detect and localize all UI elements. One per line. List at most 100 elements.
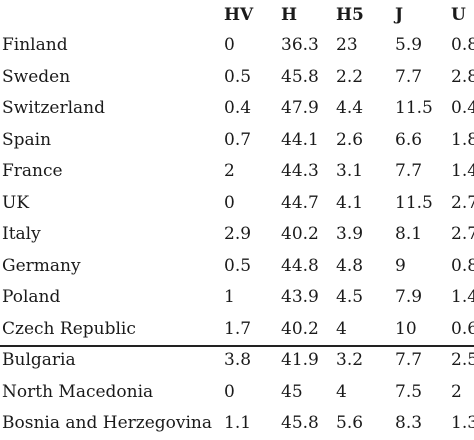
hv-cell: 3.8 <box>224 350 252 370</box>
j-cell: 8.3 <box>395 413 423 433</box>
h-cell: 45.8 <box>281 413 319 433</box>
table-row: Bosnia and Herzegovina 1.1 45.8 5.6 8.3 … <box>0 408 474 440</box>
table-row: North Macedonia 0 45 4 7.5 2 <box>0 377 474 409</box>
table-row: Finland 0 36.3 23 5.9 0.8 <box>0 30 474 62</box>
country-cell: Bulgaria <box>2 350 76 370</box>
table-row: Switzerland 0.4 47.9 4.4 11.5 0.4 <box>0 93 474 125</box>
country-cell: Germany <box>2 255 81 276</box>
table-group-1: Finland 0 36.3 23 5.9 0.8 Sweden 0.5 45.… <box>0 30 474 345</box>
header-h: H <box>281 5 298 25</box>
h5-cell: 4 <box>336 381 347 402</box>
header-j: J <box>395 5 404 25</box>
table-row: Italy 2.9 40.2 3.9 8.1 2.7 <box>0 219 474 251</box>
hv-cell: 2 <box>224 161 235 181</box>
j-cell: 5.9 <box>395 35 423 55</box>
hv-cell: 1.1 <box>224 413 252 433</box>
table-row: Poland 1 43.9 4.5 7.9 1.4 <box>0 282 474 314</box>
table-row: Spain 0.7 44.1 2.6 6.6 1.8 <box>0 125 474 157</box>
u-cell: 0.4 <box>451 98 474 118</box>
h-cell: 40.2 <box>281 224 319 244</box>
j-cell: 8.1 <box>395 224 423 244</box>
hv-cell: 1 <box>224 287 235 307</box>
table-row: UK 0 44.7 4.1 11.5 2.7 <box>0 188 474 220</box>
hv-cell: 0 <box>224 192 235 213</box>
h5-cell: 3.9 <box>336 224 364 244</box>
u-cell: 0.6 <box>451 318 474 339</box>
h-cell: 40.2 <box>281 318 319 339</box>
country-cell: Poland <box>2 287 61 307</box>
h-cell: 45 <box>281 381 303 402</box>
group-divider <box>0 345 474 347</box>
hv-cell: 0.5 <box>224 255 252 276</box>
header-u: U <box>451 5 466 25</box>
hv-cell: 1.7 <box>224 318 252 339</box>
country-cell: Spain <box>2 129 52 150</box>
j-cell: 7.7 <box>395 350 423 370</box>
hv-cell: 0.4 <box>224 98 252 118</box>
u-cell: 2.7 <box>451 224 474 244</box>
h5-cell: 2.2 <box>336 66 364 87</box>
table-row: France 2 44.3 3.1 7.7 1.4 <box>0 156 474 188</box>
table-row: Czech Republic 1.7 40.2 4 10 0.6 <box>0 314 474 346</box>
hv-cell: 0 <box>224 381 235 402</box>
table-group-2: Bulgaria 3.8 41.9 3.2 7.7 2.5 North Mace… <box>0 345 474 440</box>
j-cell: 7.9 <box>395 287 423 307</box>
table-row: Sweden 0.5 45.8 2.2 7.7 2.8 <box>0 62 474 94</box>
h-cell: 47.9 <box>281 98 319 118</box>
h5-cell: 4 <box>336 318 347 339</box>
h-cell: 44.8 <box>281 255 319 276</box>
country-cell: Italy <box>2 224 41 244</box>
u-cell: 2.5 <box>451 350 474 370</box>
hv-cell: 0.5 <box>224 66 252 87</box>
hv-cell: 0 <box>224 35 235 55</box>
country-cell: Switzerland <box>2 98 106 118</box>
u-cell: 2 <box>451 381 462 402</box>
u-cell: 0.8 <box>451 255 474 276</box>
country-cell: North Macedonia <box>2 381 154 402</box>
h-cell: 44.3 <box>281 161 319 181</box>
h-cell: 41.9 <box>281 350 319 370</box>
h5-cell: 23 <box>336 35 358 55</box>
j-cell: 7.7 <box>395 66 423 87</box>
j-cell: 11.5 <box>395 192 433 213</box>
country-cell: Finland <box>2 35 68 55</box>
header-h5: H5 <box>336 5 364 25</box>
j-cell: 10 <box>395 318 417 339</box>
h5-cell: 3.1 <box>336 161 364 181</box>
country-cell: Sweden <box>2 66 71 87</box>
u-cell: 1.4 <box>451 161 474 181</box>
country-cell: France <box>2 161 63 181</box>
h-cell: 44.1 <box>281 129 319 150</box>
h5-cell: 3.2 <box>336 350 364 370</box>
u-cell: 1.4 <box>451 287 474 307</box>
h5-cell: 2.6 <box>336 129 364 150</box>
table-header-row: HV H H5 J U <box>0 0 474 30</box>
u-cell: 0.8 <box>451 35 474 55</box>
h5-cell: 4.4 <box>336 98 364 118</box>
u-cell: 2.7 <box>451 192 474 213</box>
country-cell: UK <box>2 192 30 213</box>
header-hv: HV <box>224 5 254 25</box>
h-cell: 36.3 <box>281 35 319 55</box>
country-cell: Czech Republic <box>2 318 136 339</box>
table-row: Bulgaria 3.8 41.9 3.2 7.7 2.5 <box>0 345 474 377</box>
u-cell: 2.8 <box>451 66 474 87</box>
j-cell: 7.5 <box>395 381 423 402</box>
h-cell: 43.9 <box>281 287 319 307</box>
h5-cell: 4.8 <box>336 255 364 276</box>
j-cell: 9 <box>395 255 406 276</box>
h5-cell: 4.5 <box>336 287 364 307</box>
h5-cell: 5.6 <box>336 413 364 433</box>
country-cell: Bosnia and Herzegovina <box>2 413 213 433</box>
h-cell: 44.7 <box>281 192 319 213</box>
j-cell: 7.7 <box>395 161 423 181</box>
hv-cell: 0.7 <box>224 129 252 150</box>
hv-cell: 2.9 <box>224 224 252 244</box>
h5-cell: 4.1 <box>336 192 364 213</box>
j-cell: 6.6 <box>395 129 423 150</box>
u-cell: 1.8 <box>451 129 474 150</box>
h-cell: 45.8 <box>281 66 319 87</box>
table-row: Germany 0.5 44.8 4.8 9 0.8 <box>0 251 474 283</box>
j-cell: 11.5 <box>395 98 433 118</box>
